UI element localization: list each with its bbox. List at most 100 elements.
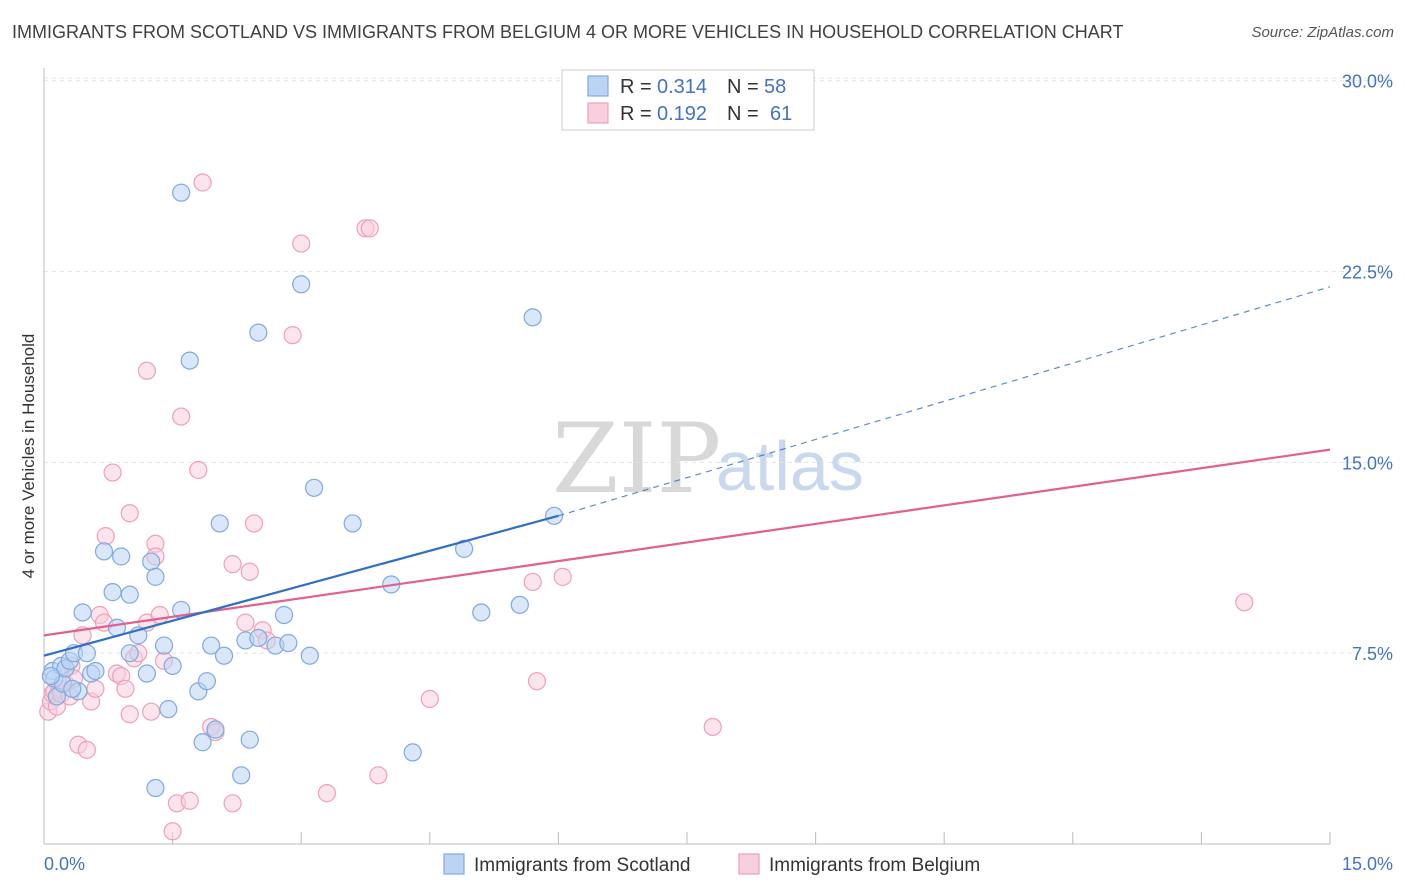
scotland-point: [180, 351, 199, 370]
x-tick-label-max: 15.0%: [1342, 854, 1393, 874]
chart-title: IMMIGRANTS FROM SCOTLAND VS IMMIGRANTS F…: [12, 22, 1124, 42]
scotland-point: [292, 275, 311, 294]
belgium-point: [193, 173, 212, 192]
scotland-point: [214, 646, 234, 665]
belgium-point: [240, 562, 259, 581]
trend-line-scotland: [43, 514, 559, 657]
legend-belgium-n-value: 61: [770, 103, 792, 125]
belgium-point: [420, 689, 439, 709]
belgium-point: [150, 605, 169, 625]
y-tick-label: 22.5%: [1342, 263, 1393, 283]
legend-belgium-r-label: R =: [620, 103, 652, 125]
scotland-point: [163, 656, 182, 676]
scotland-point: [343, 514, 362, 533]
watermark-zip: ZIP: [552, 403, 721, 515]
legend-scotland-n-label: N =: [727, 76, 759, 98]
belgium-point: [283, 326, 302, 345]
belgium-point: [163, 822, 182, 841]
watermark-atlas: atlas: [716, 427, 864, 505]
scotland-point: [472, 603, 491, 622]
scotland-point: [41, 666, 60, 686]
trend-lines: [43, 286, 1331, 657]
x-ticks: [172, 832, 1331, 844]
belgium-point: [527, 672, 547, 691]
belgium-point: [360, 219, 379, 238]
scotland-point: [63, 679, 82, 698]
scotland-point: [202, 636, 221, 655]
belgium-point: [369, 766, 388, 785]
belgium-point: [120, 504, 139, 523]
scotland-point: [523, 308, 542, 327]
scotland-point: [120, 644, 139, 663]
scotland-point: [142, 552, 161, 571]
belgium-point: [180, 791, 199, 810]
legend-belgium-n-label: N =: [727, 103, 759, 125]
scotland-point: [120, 585, 139, 604]
scotland-point: [146, 778, 165, 798]
belgium-point: [116, 679, 135, 698]
legend-scotland-r-label: R =: [620, 76, 652, 98]
source-credit: Source: ZipAtlas.com: [1251, 24, 1394, 41]
belgium-point: [236, 613, 255, 632]
bottom-legend-label-belgium: Immigrants from Belgium: [769, 855, 980, 876]
scotland-point: [159, 700, 178, 719]
belgium-point: [172, 407, 191, 426]
scotland-point: [146, 567, 165, 586]
scotland-point: [77, 644, 96, 663]
scotland-point: [249, 323, 268, 342]
y-tick-label: 7.5%: [1352, 644, 1393, 664]
scotland-point: [510, 595, 529, 614]
belgium-point: [244, 514, 264, 533]
bottom-legend-swatch-scotland: [443, 853, 465, 875]
legend-box: R = 0.314 N = 58 R = 0.192 N = 61: [561, 69, 815, 131]
legend-swatch-belgium: [587, 102, 609, 124]
bottom-legend: Immigrants from Scotland Immigrants from…: [443, 853, 980, 876]
belgium-point: [317, 784, 337, 803]
belgium-point: [137, 361, 156, 380]
bottom-legend-swatch-belgium: [738, 853, 760, 875]
scotland-point: [112, 547, 131, 566]
belgium-point: [223, 555, 242, 574]
scotland-point: [304, 478, 324, 497]
belgium-point: [120, 705, 139, 724]
belgium-point: [142, 702, 161, 721]
scotland-point: [300, 646, 319, 665]
scotland-point: [193, 733, 212, 752]
scotland-point: [103, 583, 122, 602]
legend-swatch-scotland: [587, 75, 609, 97]
belgium-point: [96, 527, 115, 546]
y-tick-labels: 7.5% 15.0% 22.5% 30.0%: [1342, 72, 1393, 664]
scotland-point: [210, 514, 229, 533]
belgium-point: [103, 463, 122, 482]
belgium-point: [86, 679, 105, 698]
scotland-point: [279, 633, 298, 653]
legend-scotland-r-value: 0.314: [657, 76, 707, 98]
legend-belgium-r-value: 0.192: [657, 103, 707, 125]
y-tick-label: 15.0%: [1342, 453, 1393, 473]
scotland-point: [154, 636, 174, 655]
scotland-point: [274, 605, 294, 625]
scotland-point: [172, 183, 191, 202]
belgium-point: [292, 234, 311, 253]
scotland-point: [403, 743, 422, 762]
series-scotland-points: [41, 183, 564, 798]
bottom-legend-label-scotland: Immigrants from Scotland: [474, 855, 690, 876]
x-tick-label-min: 0.0%: [44, 854, 85, 874]
belgium-point: [523, 572, 542, 592]
scotland-point: [197, 672, 216, 691]
y-axis-label: 4 or more Vehicles in Household: [19, 334, 38, 579]
belgium-point: [77, 740, 96, 759]
belgium-point: [1235, 593, 1254, 612]
trend-line-scotland-extension: [558, 286, 1331, 517]
scotland-point: [206, 720, 225, 739]
belgium-point: [223, 794, 242, 813]
scotland-point: [86, 661, 105, 681]
scotland-point: [232, 766, 251, 785]
belgium-point: [703, 717, 722, 737]
belgium-point: [189, 460, 208, 480]
legend-scotland-n-value: 58: [764, 76, 786, 98]
scotland-point: [73, 603, 92, 622]
y-tick-label: 30.0%: [1342, 72, 1393, 92]
belgium-point: [553, 567, 572, 586]
